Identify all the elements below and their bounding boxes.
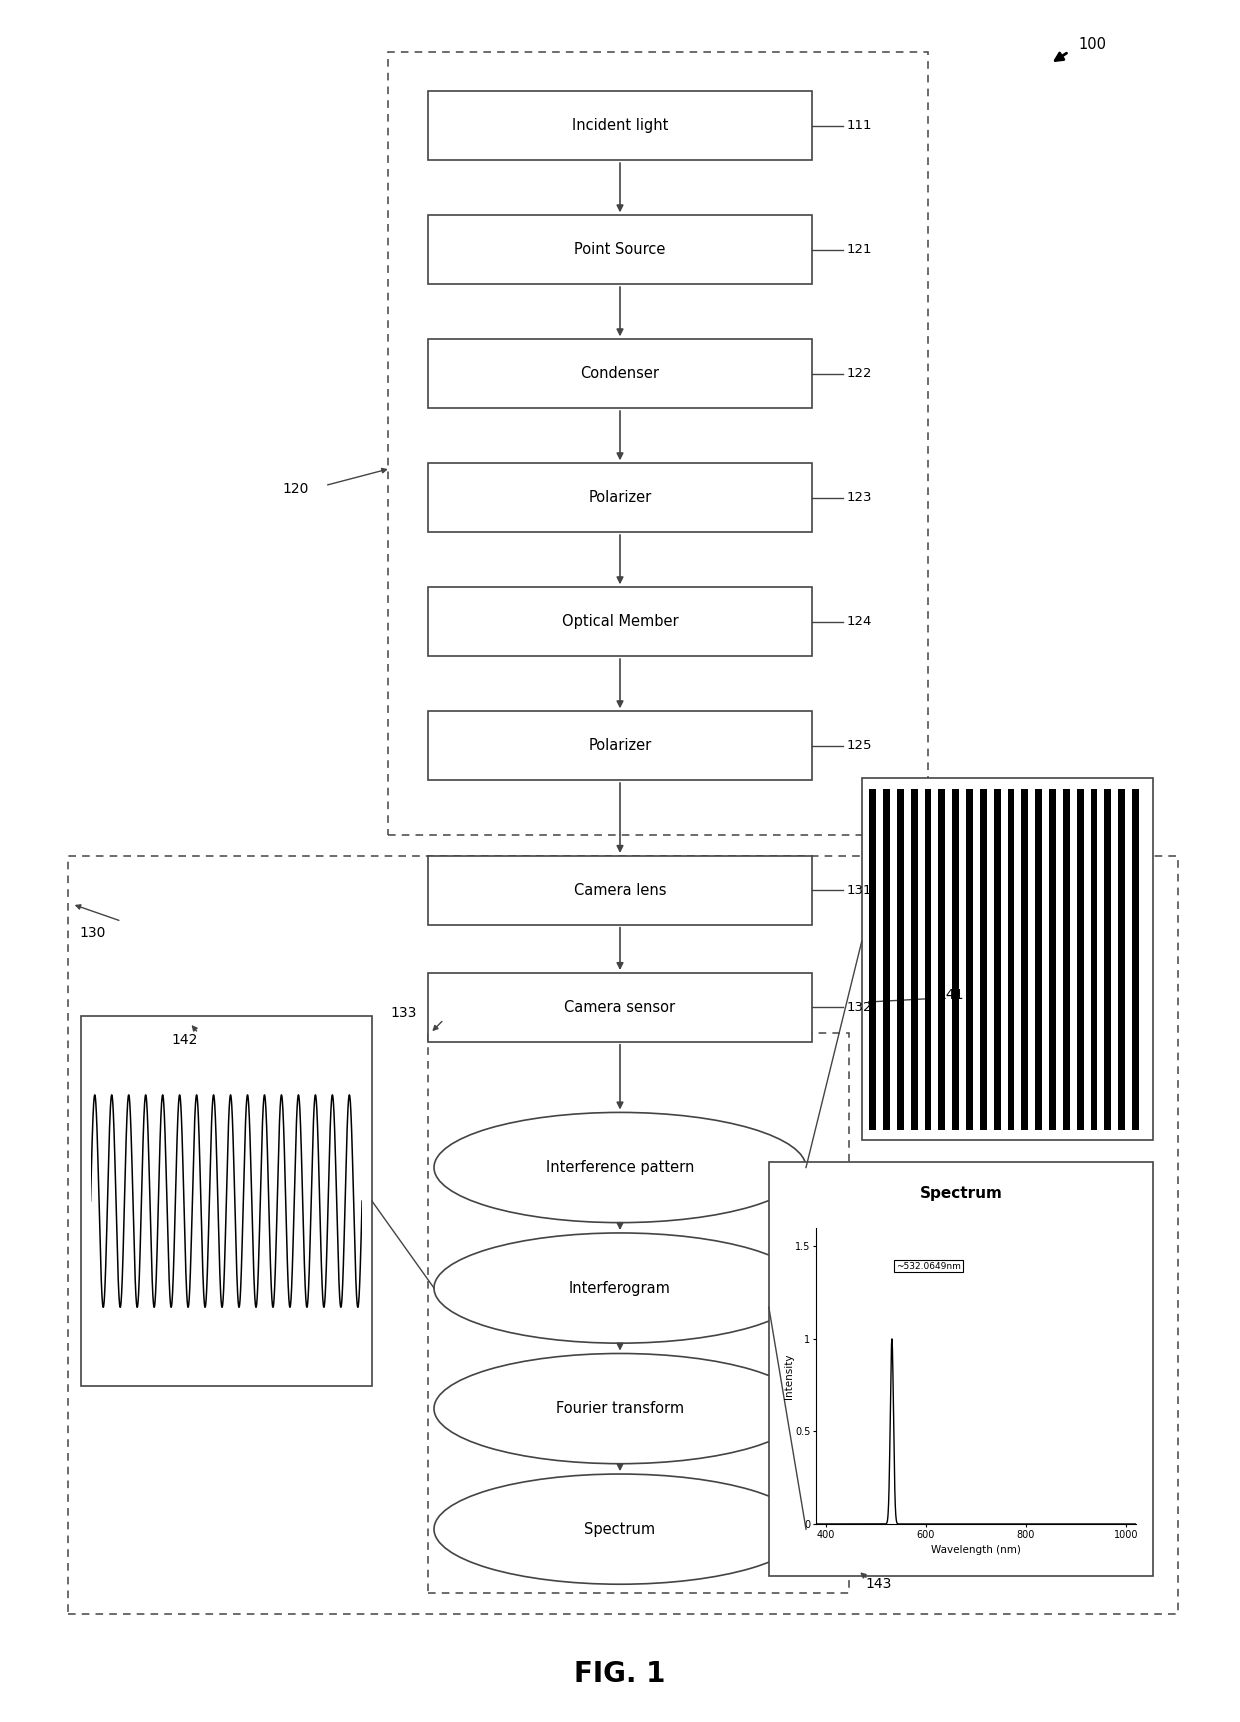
Ellipse shape — [434, 1233, 806, 1343]
Text: FIG. 1: FIG. 1 — [574, 1660, 666, 1688]
Bar — [769, 1162, 1153, 1576]
Text: Incident light: Incident light — [572, 119, 668, 133]
Text: 130: 130 — [79, 926, 105, 940]
Text: 141: 141 — [937, 988, 963, 1002]
Text: 131: 131 — [847, 883, 873, 897]
Text: Interference pattern: Interference pattern — [546, 1161, 694, 1174]
Bar — [428, 339, 812, 408]
Text: 123: 123 — [847, 491, 873, 505]
Bar — [862, 778, 1153, 1140]
Bar — [428, 711, 812, 780]
Ellipse shape — [434, 1112, 806, 1223]
Text: Spectrum: Spectrum — [920, 1186, 1002, 1200]
Text: Polarizer: Polarizer — [588, 739, 652, 753]
Text: Camera lens: Camera lens — [574, 883, 666, 897]
Ellipse shape — [434, 1353, 806, 1464]
Bar — [428, 91, 812, 160]
Text: Point Source: Point Source — [574, 243, 666, 257]
Bar — [428, 973, 812, 1042]
Bar — [428, 856, 812, 925]
Bar — [68, 856, 1178, 1614]
Bar — [428, 463, 812, 532]
Bar — [428, 1033, 849, 1593]
Bar — [428, 215, 812, 284]
Text: 120: 120 — [283, 482, 309, 496]
Text: 124: 124 — [847, 615, 872, 629]
Bar — [428, 587, 812, 656]
X-axis label: Wavelength (nm): Wavelength (nm) — [931, 1545, 1021, 1555]
Text: Spectrum: Spectrum — [584, 1522, 656, 1536]
Text: Fourier transform: Fourier transform — [556, 1402, 684, 1415]
Text: 100: 100 — [1079, 38, 1107, 52]
Text: 142: 142 — [171, 1033, 197, 1047]
Bar — [388, 52, 928, 835]
Text: Condenser: Condenser — [580, 367, 660, 381]
Text: Interferogram: Interferogram — [569, 1281, 671, 1295]
Text: Camera sensor: Camera sensor — [564, 1000, 676, 1014]
Bar — [81, 1016, 372, 1386]
Text: ~532.0649nm: ~532.0649nm — [895, 1262, 961, 1271]
Text: 132: 132 — [847, 1000, 873, 1014]
Text: 111: 111 — [847, 119, 873, 133]
Text: Optical Member: Optical Member — [562, 615, 678, 629]
Text: Polarizer: Polarizer — [588, 491, 652, 505]
Text: 133: 133 — [391, 1006, 417, 1019]
Ellipse shape — [434, 1474, 806, 1584]
Text: 143: 143 — [866, 1577, 892, 1591]
Text: 122: 122 — [847, 367, 873, 381]
Y-axis label: Intensity: Intensity — [784, 1353, 794, 1398]
Text: 125: 125 — [847, 739, 873, 753]
Text: 121: 121 — [847, 243, 873, 257]
